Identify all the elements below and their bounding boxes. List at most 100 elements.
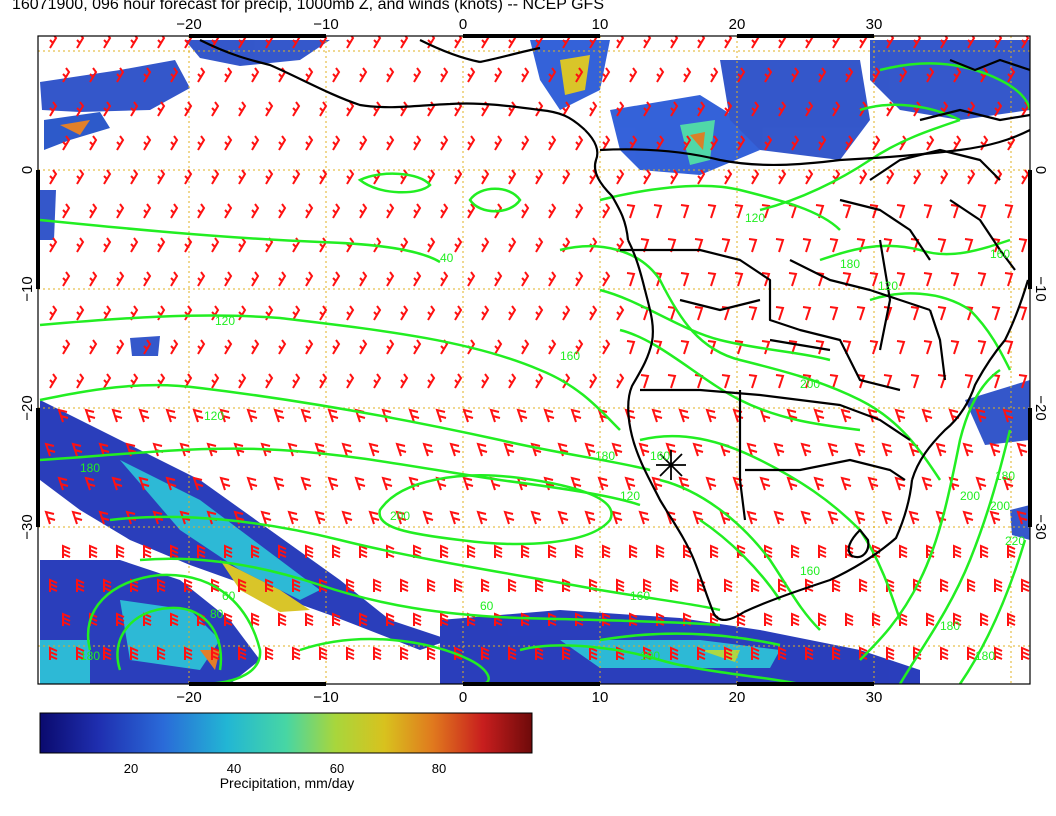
wind-barb [157, 578, 166, 592]
wind-barb [319, 101, 328, 117]
wind-barb [624, 476, 636, 491]
wind-barb [305, 271, 314, 287]
wind-barb [842, 272, 852, 287]
wind-barb [611, 442, 623, 457]
wind-barb [49, 646, 58, 660]
wind-barb [678, 476, 690, 491]
wind-barb [629, 544, 638, 558]
lon-tick-bottom: −20 [176, 689, 201, 706]
wind-barb [265, 169, 274, 185]
wind-barb [246, 476, 258, 491]
wind-barb [224, 612, 233, 626]
wind-barb [103, 578, 112, 592]
wind-barb [935, 442, 947, 457]
wind-barb [788, 340, 798, 355]
wind-barb [292, 578, 301, 592]
wind-barb [921, 476, 933, 491]
wind-barb [192, 408, 204, 423]
wind-barb [521, 339, 530, 355]
wind-barb [1016, 442, 1028, 457]
wind-barb [454, 373, 463, 389]
wind-barb [219, 408, 231, 423]
wind-barb [872, 135, 881, 151]
wind-barb [103, 169, 112, 185]
wind-barb [341, 510, 353, 525]
wind-barb [143, 271, 152, 287]
wind-barb [427, 169, 436, 185]
wind-barb [788, 272, 798, 287]
wind-barb [764, 67, 773, 83]
wind-barb [76, 101, 85, 117]
wind-barb [98, 510, 110, 525]
wind-barb [103, 373, 112, 389]
wind-barb [238, 101, 247, 117]
wind-barb [422, 442, 434, 457]
wind-barb [692, 510, 704, 525]
wind-barb [427, 646, 436, 660]
wind-barb [251, 67, 260, 83]
wind-barb [197, 67, 206, 83]
wind-barb [238, 373, 247, 389]
wind-barb [278, 612, 287, 626]
contour-label: 220 [1005, 534, 1025, 548]
wind-barb [521, 67, 530, 83]
wind-barb [1002, 476, 1014, 491]
wind-barb [197, 135, 206, 151]
wind-barb [319, 169, 328, 185]
lon-tick-top: 30 [866, 16, 883, 33]
wind-barb [138, 408, 150, 423]
lon-tick-bottom: −10 [313, 689, 338, 706]
wind-barb [103, 305, 112, 321]
wind-barb [170, 339, 179, 355]
wind-barb [707, 340, 717, 355]
wind-barb [62, 612, 71, 626]
wind-barb [521, 271, 530, 287]
wind-barb [805, 646, 814, 660]
wind-barb [667, 374, 677, 389]
wind-barb [251, 271, 260, 287]
wind-barb [980, 544, 989, 558]
wind-barb [530, 510, 542, 525]
wind-barb [138, 476, 150, 491]
wind-barb [616, 101, 625, 117]
lon-tick-top: 10 [592, 16, 609, 33]
wind-barb [923, 272, 933, 287]
wind-barb [49, 101, 58, 117]
wind-barb [449, 510, 461, 525]
wind-barb [251, 612, 260, 626]
wind-barb [829, 238, 839, 253]
wind-barb [683, 135, 692, 151]
wind-barb [616, 36, 625, 49]
wind-barb [964, 238, 974, 253]
wind-barb [589, 373, 598, 389]
wind-barb [332, 612, 341, 626]
wind-barb [292, 646, 301, 660]
wind-barb [921, 408, 933, 423]
wind-barb [305, 203, 314, 219]
colorbar-gradient [39, 712, 533, 754]
wind-barb [184, 646, 193, 660]
wind-barb [157, 169, 166, 185]
wind-barb [481, 373, 490, 389]
contour-label: 200 [990, 499, 1010, 513]
wind-barb [910, 374, 920, 389]
wind-barb [130, 305, 139, 321]
wind-barb [710, 544, 719, 558]
wind-barb [977, 204, 987, 219]
wind-barb [143, 339, 152, 355]
wind-barb [184, 237, 193, 253]
land-outlines [199, 39, 1030, 621]
wind-barb [805, 101, 814, 117]
wind-barb [103, 646, 112, 660]
wind-barb [832, 578, 841, 592]
wind-barb [548, 203, 557, 219]
wind-barb [84, 476, 96, 491]
wind-barb [157, 36, 166, 49]
wind-barb [435, 408, 447, 423]
wind-barb [815, 340, 825, 355]
contour-label: 120 [745, 211, 765, 225]
contour-label: 80 [210, 607, 224, 621]
wind-barb [76, 169, 85, 185]
wind-barb [940, 36, 949, 49]
wind-barb [413, 203, 422, 219]
